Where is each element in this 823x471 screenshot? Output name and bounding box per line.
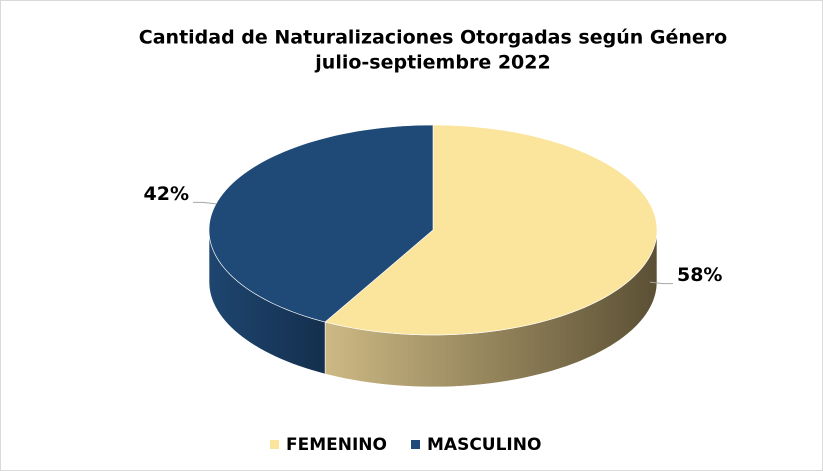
- legend-label: MASCULINO: [427, 435, 541, 455]
- legend-label: FEMENINO: [286, 435, 387, 455]
- leader-line: [193, 201, 217, 205]
- leader-line: [649, 281, 673, 285]
- data-label: 58%: [677, 264, 722, 286]
- legend-swatch: [270, 440, 279, 449]
- pie-slice: [324, 124, 658, 336]
- data-label: 42%: [144, 183, 189, 205]
- chart-title: Cantidad de Naturalizaciones Otorgadas s…: [139, 27, 727, 49]
- legend-swatch: [411, 440, 420, 449]
- chart-subtitle: julio-septiembre 2022: [314, 52, 550, 74]
